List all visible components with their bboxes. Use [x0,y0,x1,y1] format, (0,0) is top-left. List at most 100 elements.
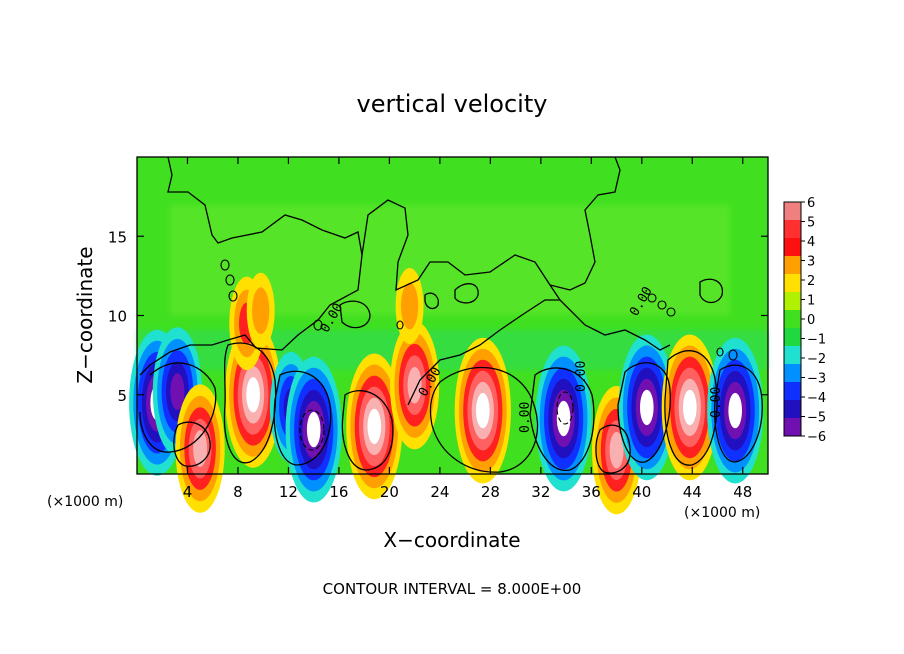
contour-label: 0.00 [574,361,589,392]
zero-contour-cell-e [529,367,595,471]
colorbar-swatch [784,220,801,239]
colorbar-swatch [784,274,801,293]
velocity-cell-band [476,392,490,429]
zero-contour-cell-f [595,424,631,474]
colorbar-swatch [784,238,801,257]
zero-contour-right [549,156,621,291]
colorbar-label: −2 [807,352,826,367]
x-tick-label: 12 [279,483,298,501]
velocity-cell-band [401,282,419,330]
y-axis-label: Z−coordinate [73,246,97,383]
zero-contour-cell-i [714,364,763,463]
zero-contour-blob-1 [454,283,479,304]
x-axis-label: X−coordinate [383,528,520,552]
velocity-cell-band [609,431,624,469]
negative-contour-2 [556,391,574,425]
velocity-cell [707,337,764,484]
zero-contour-cell-d [429,366,539,473]
x-tick-label: 28 [481,483,500,501]
velocity-cell-band [246,377,260,413]
zero-contours [139,156,763,474]
colorbar-swatch [784,418,801,437]
small-contour-rings [220,259,738,361]
zero-contour-dome [361,199,562,406]
contour-interval: CONTOUR INTERVAL = 8.000E+00 [323,580,582,598]
x-tick-label: 24 [430,483,449,501]
colorbar-swatch [784,292,801,311]
y-tick-label: 10 [108,308,127,326]
x-tick-label: 8 [233,483,243,501]
colorbar-label: 3 [807,255,815,270]
velocity-cell [454,337,511,484]
velocity-cell-band [728,392,742,429]
colorbar-label: −3 [807,372,826,387]
velocity-cell [246,272,275,349]
zero-contour-right-low [559,299,671,351]
x-tick-label: 40 [632,483,651,501]
velocity-cell [535,345,592,492]
velocity-cell [390,321,440,450]
velocity-cell-band [683,389,697,426]
contour-label: 0.00 [709,387,724,418]
velocity-cell-band [367,408,382,445]
x-tick-label: 4 [183,483,193,501]
velocity-cell-band [306,411,321,448]
colorbar: 6 5 4 3 2 1 0 −1 −2 −3 −4 −5 −6 [783,196,826,445]
colorbar-label: −4 [807,391,826,406]
velocity-cell [661,334,718,481]
x-axis: 4 8 12 16 20 24 28 32 36 40 44 48 [183,157,752,501]
y-tick-label: 15 [108,228,127,246]
colorbar-swatch [784,328,801,347]
x-tick-label: 36 [582,483,601,501]
x-tick-label: 20 [380,483,399,501]
x-unit-right: (×1000 m) [684,505,760,521]
zero-contour-blob-2 [339,300,371,329]
x-tick-label: 32 [531,483,550,501]
velocity-cell-band [640,389,654,426]
zero-contour-cell-c [341,390,394,471]
colorbar-label: 0 [807,313,815,328]
colorbar-label: −5 [807,411,826,426]
colorbar-label: −6 [807,430,826,445]
colorbar-label: 5 [807,216,815,231]
colorbar-label: 6 [807,196,815,211]
x-tick-label: 44 [683,483,702,501]
velocity-cell-band [252,287,270,335]
zero-contour-blob-3 [699,278,724,304]
chart-title: vertical velocity [357,90,548,118]
zero-contour-cell-a [223,342,277,464]
x-tick-label: 48 [733,483,752,501]
colorbar-label: 2 [807,274,815,289]
colorbar-swatch [784,400,801,419]
contour-label: 0.00 [518,402,533,433]
velocity-cell [618,334,675,481]
negative-contour-1 [299,409,325,451]
y-axis: 5 10 15 [108,228,768,405]
x-unit-left: (×1000 m) [47,494,123,510]
y-tick-label: 5 [117,387,127,405]
velocity-cell-band [556,400,571,437]
colorbar-swatch [784,382,801,401]
velocity-cell [285,356,342,503]
colorbar-swatch [784,256,801,275]
zero-contour-upper [139,156,363,376]
colorbar-swatch [784,310,801,329]
colorbar-swatch [784,202,801,221]
zero-contour-cell-b [273,370,332,466]
zero-contour-cell-j [173,421,211,467]
colorbar-label: 1 [807,294,815,309]
colorbar-swatch [784,364,801,383]
x-tick-label: 16 [329,483,348,501]
colorbar-label: −1 [807,333,826,348]
zero-contour-blob-4 [424,292,439,310]
velocity-cell-band [170,373,185,410]
velocity-cell-band [407,366,422,404]
zero-contour-cell-h [664,350,718,466]
colorbar-swatch [784,346,801,365]
colorbar-label: 4 [807,235,815,250]
zero-contour-cell-g [617,362,671,463]
zero-contour-cell-left [139,362,217,453]
negative-contours [299,391,574,451]
velocity-cell [395,268,424,344]
